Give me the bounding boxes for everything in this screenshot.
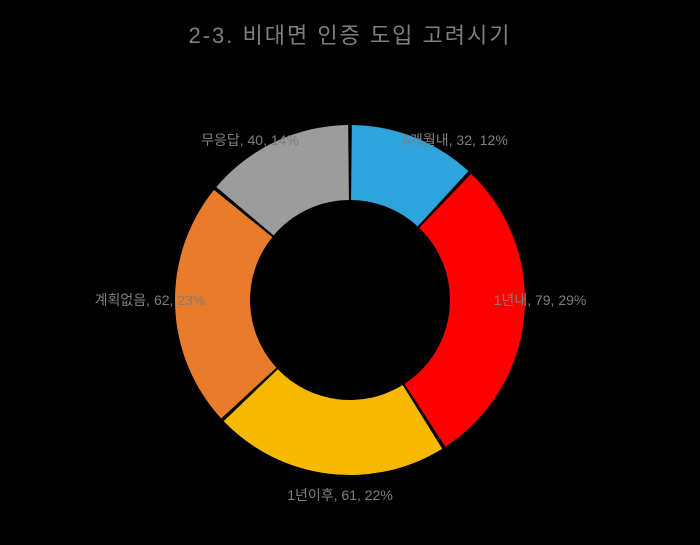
chart-title: 2-3. 비대면 인증 도입 고려시기	[0, 18, 700, 50]
slice-label-2: 1년이후, 61, 22%	[287, 485, 393, 505]
slice-label-1: 1년내, 79, 29%	[494, 290, 587, 310]
donut-chart: 2-3. 비대면 인증 도입 고려시기 6개월내, 32, 12% 1년내, 79…	[0, 0, 700, 545]
slice-label-0: 6개월내, 32, 12%	[402, 130, 508, 150]
slice-label-3: 계획없음, 62, 23%	[95, 290, 206, 310]
donut-svg	[0, 0, 700, 545]
slice-label-4: 무응답, 40, 14%	[201, 130, 299, 150]
